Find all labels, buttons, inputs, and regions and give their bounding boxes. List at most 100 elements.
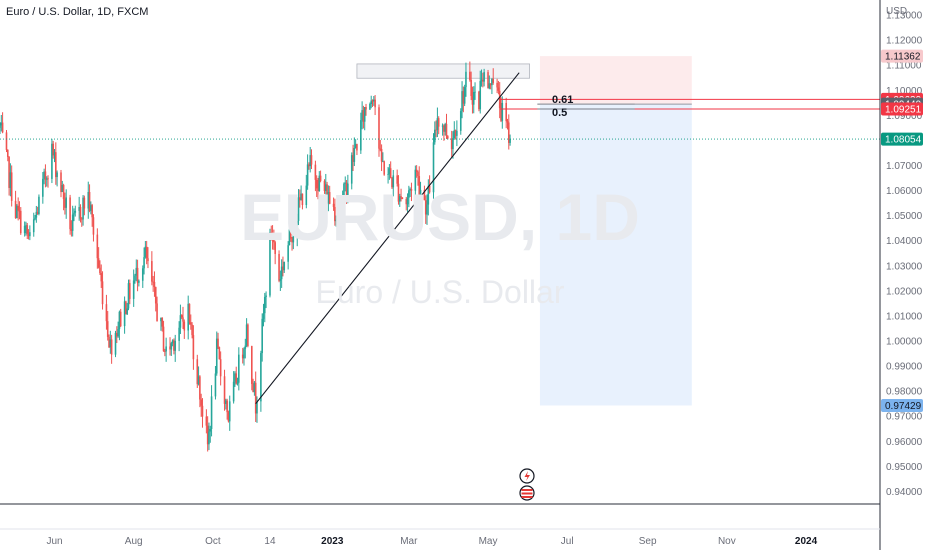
trend-line[interactable]	[255, 72, 520, 405]
candle	[417, 170, 419, 186]
candle	[378, 104, 380, 157]
candle	[260, 350, 262, 412]
candle	[274, 240, 276, 265]
candle	[96, 228, 99, 269]
candle	[326, 181, 328, 205]
candle	[380, 144, 383, 172]
candle	[310, 149, 313, 170]
time-tick-label: Sep	[639, 536, 657, 547]
watermark-name: Euro / U.S. Dollar	[316, 274, 565, 310]
candle	[135, 259, 138, 282]
candle	[100, 264, 103, 288]
candle	[210, 385, 213, 437]
position-zones	[356, 56, 692, 406]
candle	[200, 393, 202, 417]
time-tick-label: Nov	[718, 536, 736, 547]
candle	[64, 192, 66, 215]
candle	[161, 317, 164, 332]
candle	[350, 152, 353, 190]
candle	[51, 138, 53, 184]
candle	[132, 269, 135, 307]
lightning-glyph-icon	[524, 471, 530, 481]
candle	[206, 416, 209, 452]
candle	[65, 189, 67, 219]
candle	[180, 314, 183, 320]
candle	[328, 185, 331, 205]
candle	[238, 347, 240, 391]
candle	[492, 68, 495, 85]
candle	[252, 378, 254, 393]
time-axis[interactable]: Jun Aug Oct 14 2023 Mar May Jul Sep Nov 2024	[46, 536, 817, 547]
candle	[160, 317, 162, 331]
time-tick-label: 2024	[795, 536, 818, 547]
time-tick-label: Jun	[46, 536, 62, 547]
candle	[373, 96, 375, 106]
time-tick-label: 2023	[321, 536, 344, 547]
candle	[26, 222, 29, 240]
candle	[143, 247, 145, 275]
candle	[32, 212, 35, 237]
events-markers[interactable]	[519, 468, 535, 501]
price-label-pink: 1.11362	[881, 49, 923, 63]
candle	[197, 366, 200, 386]
watermark-symbol: EURUSD, 1D	[240, 180, 640, 254]
candle	[427, 179, 430, 216]
candle	[62, 183, 65, 211]
candle	[219, 351, 222, 386]
time-tick-label: May	[479, 536, 498, 547]
candle	[164, 348, 166, 357]
candle	[141, 265, 144, 288]
price-label-text: 0.97429	[885, 401, 922, 412]
candle	[73, 208, 75, 222]
candle	[472, 86, 475, 114]
candle	[323, 179, 326, 194]
stop-loss-zone[interactable]	[539, 56, 692, 105]
time-tick-label: 14	[264, 536, 276, 547]
candle	[437, 116, 440, 135]
candle	[335, 215, 337, 227]
candle	[250, 345, 253, 391]
candle	[6, 149, 9, 162]
candle	[292, 233, 295, 250]
candle	[261, 313, 263, 362]
candle	[52, 140, 55, 159]
candle	[151, 251, 153, 286]
candle	[480, 69, 483, 87]
drawing-tools[interactable]: 0.610.5	[0, 72, 880, 405]
candle	[83, 195, 86, 216]
candle	[269, 228, 271, 298]
candle	[487, 69, 489, 89]
candle	[243, 347, 245, 366]
candle	[347, 174, 349, 204]
candle	[92, 214, 95, 242]
time-tick-label: Jul	[561, 536, 574, 547]
candle	[398, 193, 401, 207]
candle	[9, 163, 12, 197]
candle	[309, 146, 312, 173]
candle	[79, 204, 82, 223]
candle	[423, 185, 426, 201]
resistance-box[interactable]	[356, 63, 530, 79]
candle	[179, 304, 182, 335]
candle	[362, 105, 365, 129]
take-profit-zone[interactable]	[539, 104, 692, 406]
price-tick-label: 1.04000	[886, 236, 923, 247]
candle	[191, 322, 193, 339]
candle	[205, 409, 208, 434]
candle	[450, 130, 453, 158]
candle	[382, 152, 384, 163]
candle	[470, 71, 472, 101]
candle	[144, 241, 147, 259]
candle	[387, 166, 389, 184]
candle	[415, 165, 418, 178]
candle	[383, 160, 385, 176]
candle	[147, 247, 149, 269]
candle	[345, 180, 348, 204]
candle	[25, 221, 27, 236]
candle	[170, 341, 173, 356]
price-axis[interactable]: 1.13000 1.12000 1.11000 1.10000 1.09000 1.080…	[886, 11, 923, 498]
candle	[296, 213, 299, 247]
candle	[70, 220, 73, 237]
candle	[282, 256, 284, 277]
